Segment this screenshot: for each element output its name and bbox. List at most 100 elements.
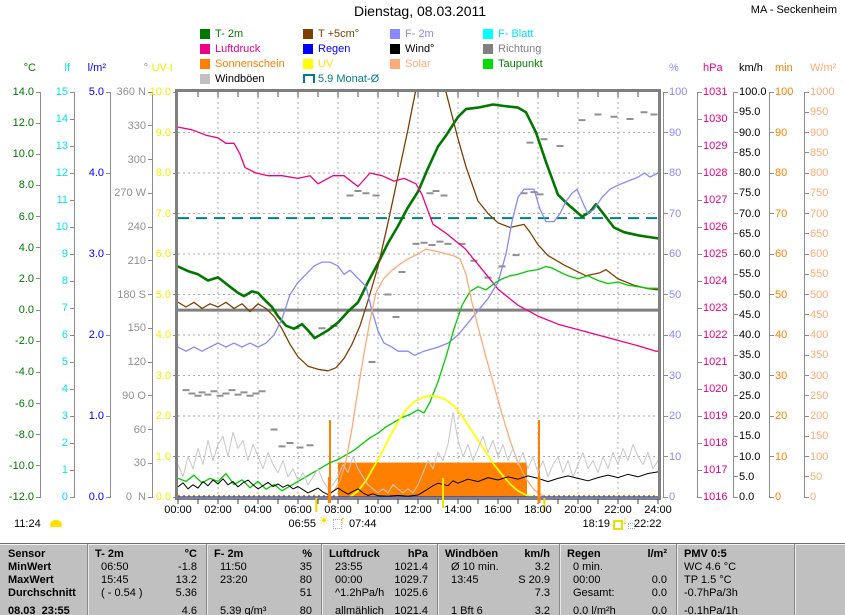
axis-tick-label-uv-index: 9.0 — [155, 126, 171, 139]
axis-tick-pressure — [698, 199, 702, 201]
axis-tick-wind-speed — [734, 496, 738, 498]
legend-swatch-uv — [303, 59, 313, 69]
axis-tick-label-wind-speed: 60.0 — [739, 248, 761, 260]
current-time-label: 11:24 — [14, 518, 41, 530]
axis-tick-label-solar-radiation: 450 — [810, 308, 829, 321]
axis-tick-label-rain-amount: 0.0 — [88, 491, 104, 503]
axis-tick-label-pressure: 1027 — [703, 194, 728, 206]
axis-tick-label-temperature: -4.0 — [15, 366, 34, 379]
wind-direction-mark — [578, 119, 586, 122]
axis-tick-label-pressure: 1024 — [703, 275, 728, 287]
wind-direction-mark — [540, 138, 548, 141]
table-cell-value: 51 — [299, 587, 312, 599]
moon-phase-icon — [50, 520, 62, 527]
axis-tick-wind-direction — [148, 159, 152, 160]
axis-tick-label-wind-direction: 0 N — [125, 491, 146, 503]
table-unit-header: hPa — [407, 548, 428, 560]
axis-tick-label-sunshine-minutes: 60 — [775, 248, 788, 260]
table-sensor-header: Luftdruck — [329, 548, 380, 560]
wind-direction-mark — [428, 244, 436, 246]
axis-tick-label-pressure: 1025 — [703, 248, 728, 260]
axis-tick-label-solar-radiation: 100 — [810, 450, 829, 463]
axis-tick-label-leaf-wetness: 8 — [61, 275, 68, 287]
axis-unit-label-sunshine-minutes: min — [775, 62, 793, 74]
axis-tick-pressure — [698, 253, 702, 255]
moonrise-arrow-icon: ↑ — [340, 513, 346, 527]
wind-direction-mark — [194, 394, 202, 397]
axis-tick-label-pressure: 1030 — [703, 113, 728, 125]
legend-label: T +5cm° — [318, 28, 360, 40]
axis-tick-pressure — [698, 118, 702, 120]
legend-label: UV — [318, 58, 334, 70]
wind-direction-mark — [330, 325, 338, 327]
axis-unit-label-leaf-wetness: lf — [64, 62, 71, 74]
axis-tick-leaf-wetness — [70, 280, 74, 282]
axis-tick-temperature — [36, 91, 40, 93]
table-sensor-header: Windböen — [445, 548, 499, 560]
axis-tick-label-wind-speed: 5.0 — [739, 470, 755, 483]
axis-tick-sunshine-minutes — [770, 334, 774, 336]
axis-tick-pressure — [698, 172, 702, 174]
axis-tick-leaf-wetness — [70, 415, 74, 417]
sunshine-bar — [538, 420, 540, 497]
legend-label: Wind° — [405, 43, 435, 55]
table-cell-value: 35 — [299, 561, 312, 573]
axis-tick-label-rain-amount: 4.0 — [88, 167, 104, 179]
axis-tick-label-rain-amount: 1.0 — [88, 410, 104, 422]
axis-tick-wind-speed — [734, 253, 738, 255]
axis-tick-solar-radiation — [805, 415, 809, 417]
legend-swatch-wind- — [390, 44, 400, 54]
axis-tick-label-wind-direction: 210 — [127, 254, 146, 267]
axis-tick-label-humidity: 90 — [669, 126, 682, 139]
axis-tick-solar-radiation — [805, 192, 809, 194]
axis-tick-uv-index — [173, 456, 177, 457]
axis-tick-solar-radiation — [805, 314, 809, 316]
axis-tick-label-uv-index: 0.0 — [155, 491, 171, 503]
axis-tick-label-leaf-wetness: 10 — [55, 221, 68, 233]
axis-tick-uv-index — [173, 334, 177, 336]
table-cell-sub: Ø 10 min. — [451, 561, 499, 573]
axis-tick-label-temperature: 8.0 — [18, 179, 34, 192]
axis-tick-label-leaf-wetness: 14 — [55, 113, 68, 125]
axis-tick-label-solar-radiation: 950 — [810, 106, 829, 119]
table-column-separator-light — [88, 544, 89, 615]
wind-direction-mark — [420, 241, 428, 244]
axis-tick-label-sunshine-minutes: 0 — [775, 491, 782, 503]
legend-swatch-luftdruck — [200, 44, 210, 54]
sunrise-sun-icon: ☀ — [318, 513, 330, 528]
legend-swatch-t-2m — [200, 29, 210, 39]
axis-tick-label-wind-direction: 270 W — [114, 187, 146, 200]
table-unit-header: % — [302, 548, 312, 560]
wind-direction-mark — [512, 254, 520, 257]
series-wind- — [178, 471, 658, 497]
axis-tick-label-solar-radiation: 350 — [810, 349, 829, 362]
axis-tick-solar-radiation — [805, 354, 809, 356]
axis-tick-temperature — [36, 309, 40, 311]
table-column-separator — [559, 544, 560, 615]
axis-tick-label-wind-speed: 90.0 — [739, 126, 761, 139]
legend-label: F- Blatt — [498, 28, 534, 40]
x-axis-label: 06:00 — [284, 504, 312, 516]
table-cell-sub: -0.7hPa/3h — [684, 587, 738, 599]
axis-tick-temperature — [36, 371, 40, 373]
legend-swatch-t-5cm- — [303, 29, 313, 39]
axis-tick-leaf-wetness — [70, 469, 74, 471]
wind-direction-mark — [222, 392, 230, 395]
table-cell-sub: ( - 0.54 ) — [101, 587, 143, 599]
wind-direction-mark — [436, 240, 444, 243]
axis-tick-label-solar-radiation: 250 — [810, 389, 829, 402]
axis-tick-label-sunshine-minutes: 100 — [775, 86, 794, 98]
table-cell-sub: -0.1hPa/1h — [684, 605, 738, 615]
axis-unit-label-solar-radiation: W/m² — [810, 62, 837, 74]
axis-tick-leaf-wetness — [70, 172, 74, 174]
table-unit-header: km/h — [524, 548, 550, 560]
axis-tick-label-wind-speed: 15.0 — [739, 430, 761, 443]
axis-tick-label-solar-radiation: 550 — [810, 268, 829, 281]
x-axis-label: 10:00 — [364, 504, 392, 516]
axis-tick-label-solar-radiation: 700 — [810, 207, 829, 220]
x-axis-label: 00:00 — [164, 504, 192, 516]
x-axis-label: 18:00 — [524, 504, 552, 516]
axis-tick-label-wind-speed: 95.0 — [739, 106, 761, 119]
legend-swatch-f-2m — [390, 29, 400, 39]
